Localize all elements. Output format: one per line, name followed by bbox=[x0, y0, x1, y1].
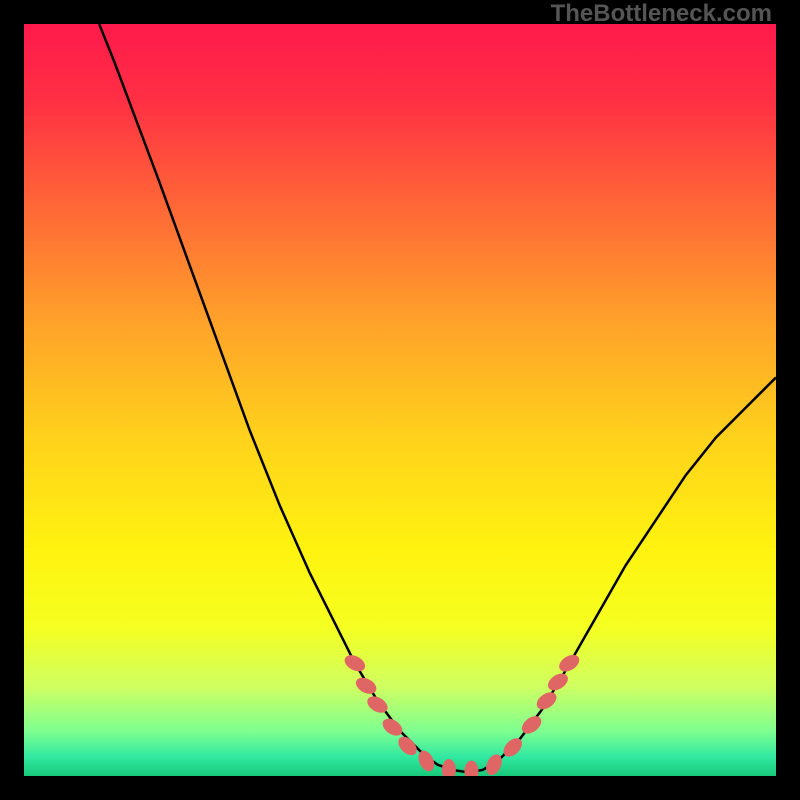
watermark-text: TheBottleneck.com bbox=[551, 0, 772, 28]
chart-frame bbox=[24, 24, 776, 776]
chart-background bbox=[24, 24, 776, 776]
bottleneck-chart bbox=[24, 24, 776, 776]
